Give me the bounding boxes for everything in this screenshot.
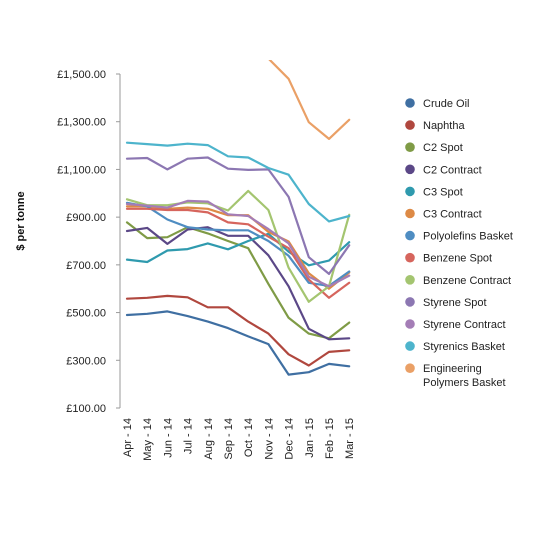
legend-item: C2 Spot [405,142,463,154]
x-tick-label: Jul - 14 [183,418,195,454]
x-tick-label: Feb - 15 [324,418,336,459]
legend-label: Crude Oil [423,98,469,110]
legend-item: Crude Oil [405,98,469,110]
legend-label: Styrene Spot [423,297,487,309]
y-axis-title: $ per tonne [15,191,27,250]
legend-swatch [405,363,415,374]
legend-swatch [405,208,415,219]
x-tick-label: May - 14 [142,418,154,461]
legend-label: Naphtha [423,120,465,132]
legend-label: Styrenics Basket [423,341,505,353]
x-tick-label: Apr - 14 [122,418,134,457]
legend-swatch [405,275,415,285]
legend-item: C2 Contract [405,164,482,176]
legend-label: C2 Spot [423,142,463,154]
x-tick-label: Dec - 14 [284,418,296,460]
legend-item: Benzene Contract [405,275,511,287]
legend-swatch [405,230,415,241]
x-tick-label: Jun - 14 [162,418,174,458]
legend-label: C2 Contract [423,164,482,176]
y-tick-label: £300.00 [66,355,106,367]
y-tick-label: £1,100.00 [57,164,106,176]
legend-swatch [405,297,415,307]
series-lines [125,60,351,376]
y-tick-label: £900.00 [66,212,106,224]
series-line-styrene-spot [125,156,351,275]
x-tick-label: Jan - 15 [304,418,316,458]
series-line-c3-spot [125,232,351,267]
legend-label: C3 Contract [423,209,482,221]
series-line-c2-contract [125,226,351,341]
x-axis-ticks: Apr - 14 May - 14 Jun - 14 Jul - 14 Aug - 14… [122,418,356,461]
legend-swatch [405,120,415,130]
y-tick-label: £100.00 [66,403,106,415]
y-tick-label: £1,500.00 [57,69,106,81]
series-line-benzene-spot [125,207,351,299]
x-tick-label: Mar - 15 [344,418,356,459]
legend-swatch [405,319,415,329]
legend-swatch [405,98,415,108]
legend-item: C3 Spot [405,186,463,198]
y-tick-label: £1,300.00 [57,117,106,129]
y-axis-ticks: £100.00 £300.00 £500.00 £700.00 £900.00 £1,10… [57,69,120,415]
legend-item: Styrenics Basket [405,341,505,353]
y-tick-label: £700.00 [66,260,106,272]
series-line-crude-oil [125,310,351,376]
series-line-styrenics-basket [125,141,351,223]
legend-label: Benzene Spot [423,253,492,265]
x-tick-label: Sep - 14 [223,418,235,460]
legend-swatch [405,164,415,175]
legend-swatch [405,142,415,152]
legend-swatch [405,186,415,197]
legend-item: Styrene Contract [405,319,506,331]
series-line-benzene-contract [125,189,351,303]
y-tick-label: £500.00 [66,308,106,320]
legend-item: Naphtha [405,120,465,132]
legend-item: C3 Contract [405,209,482,221]
legend-label: Benzene Contract [423,275,511,287]
legend-item: Polyolefins Basket [405,231,513,243]
series-line-engineering-polymers-basket [268,60,351,140]
series-line-naphtha [125,294,351,367]
x-tick-label: Aug - 14 [203,418,215,460]
legend-swatch [405,252,415,263]
series-line-styrene-contract [125,199,351,288]
legend-swatch [405,341,415,351]
legend-item: Engineering Polymers Basket [405,363,506,389]
x-tick-label: Oct - 14 [243,418,255,457]
legend-item: Styrene Spot [405,297,487,309]
legend-label: Styrene Contract [423,319,506,331]
legend-item: Benzene Spot [405,253,492,265]
legend-label: Polyolefins Basket [423,231,513,243]
series-line-c3-contract [125,205,351,290]
legend-label: Engineering Polymers Basket [423,363,506,389]
legend-label: C3 Spot [423,186,463,198]
legend: Crude Oil Naphtha C2 Spot C2 Contract C3 Spo… [405,98,513,389]
x-tick-label: Nov - 14 [263,418,275,460]
